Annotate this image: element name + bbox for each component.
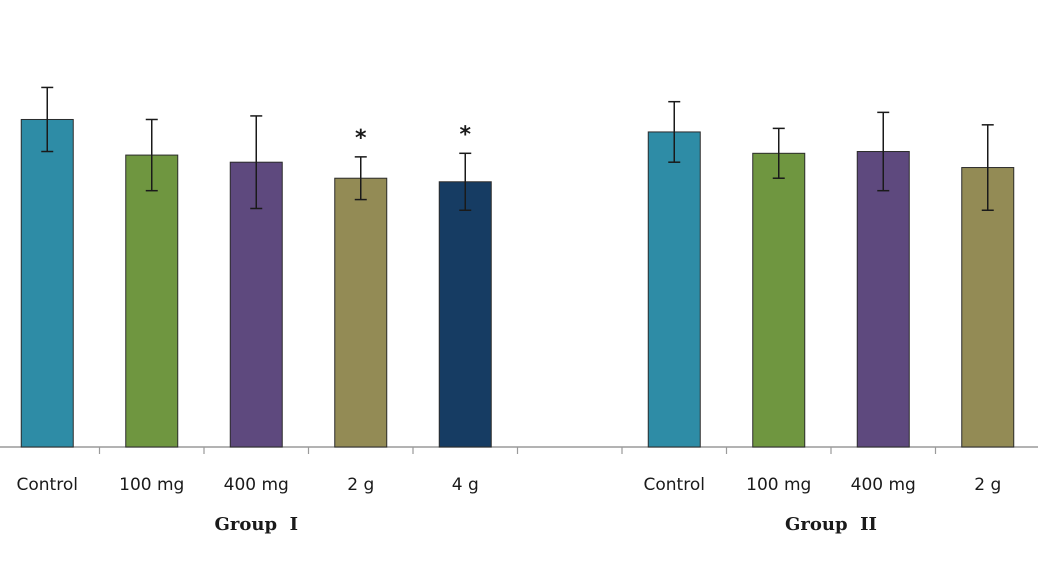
x-tick-label: 4 g xyxy=(452,475,479,495)
bar xyxy=(752,152,806,448)
error-bar xyxy=(668,100,681,163)
group-label: Group I xyxy=(215,514,299,535)
error-bar-layer xyxy=(41,86,994,212)
error-bar xyxy=(877,111,890,192)
bar xyxy=(856,151,910,448)
x-tick-label: 400 mg xyxy=(224,475,289,495)
significance-marker: * xyxy=(355,126,367,151)
x-tick-label: 100 mg xyxy=(746,475,811,495)
x-tick-label: Control xyxy=(644,475,705,495)
group-label: Group II xyxy=(785,514,877,535)
error-bar xyxy=(981,124,994,212)
category-label-layer: Control 100 mg 400 mg 2 g 4 g Control 100 mg 40… xyxy=(17,475,1002,495)
x-tick-label: Control xyxy=(17,475,78,495)
bar xyxy=(647,131,701,448)
error-bar xyxy=(354,156,367,201)
x-tick-label: 100 mg xyxy=(119,475,184,495)
x-tick-label: 2 g xyxy=(974,475,1001,495)
x-tick-label: 2 g xyxy=(347,475,374,495)
x-tick-label: 400 mg xyxy=(851,475,916,495)
bar xyxy=(20,118,74,448)
error-bar xyxy=(41,86,54,153)
significance-layer: * * xyxy=(355,122,472,151)
bar xyxy=(125,154,179,448)
bar xyxy=(334,177,388,448)
bar xyxy=(961,167,1015,448)
bar xyxy=(438,181,492,448)
error-bar xyxy=(772,127,785,179)
group-label-layer: Group I Group II xyxy=(215,514,877,535)
x-axis-ticks xyxy=(98,447,937,454)
error-bar xyxy=(250,115,263,210)
significance-marker: * xyxy=(459,122,471,147)
bar-layer xyxy=(20,118,1015,448)
error-bar xyxy=(145,118,158,192)
error-bar xyxy=(459,152,472,212)
